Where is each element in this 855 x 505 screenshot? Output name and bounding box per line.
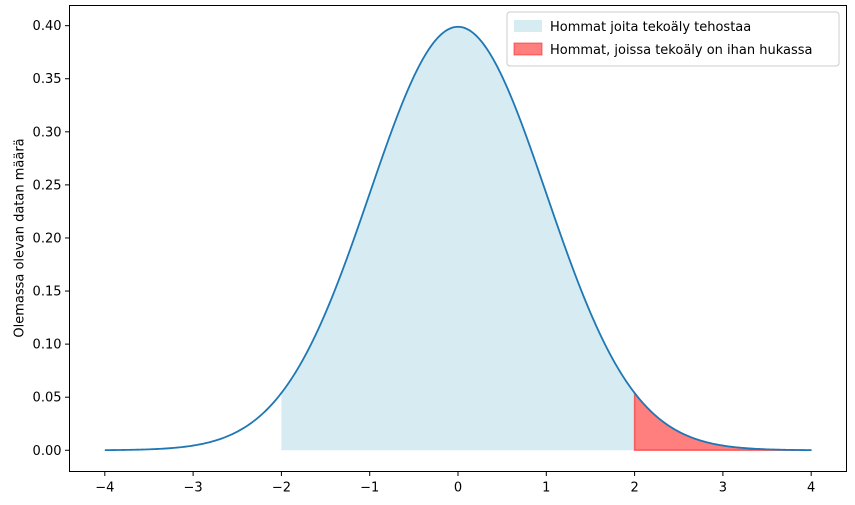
y-tick-label: 0.10 bbox=[33, 338, 62, 353]
y-tick-label: 0.20 bbox=[33, 231, 62, 246]
y-tick-label: 0.40 bbox=[33, 19, 62, 34]
legend: Hommat joita tekoäly tehostaa Hommat, jo… bbox=[506, 11, 840, 67]
legend-swatch-ai-lost bbox=[513, 42, 543, 56]
legend-frame bbox=[506, 11, 840, 67]
legend-swatch-ai-boosted bbox=[514, 20, 542, 32]
x-tick-label: 4 bbox=[807, 481, 815, 496]
x-tick-label: 3 bbox=[719, 481, 727, 496]
y-tick-label: 0.15 bbox=[33, 285, 62, 300]
x-tick-label: −3 bbox=[184, 481, 203, 496]
x-tick-label: −4 bbox=[95, 481, 114, 496]
density-curve bbox=[104, 25, 812, 452]
x-tick-label: −2 bbox=[272, 481, 291, 496]
area-ai-lost bbox=[633, 390, 812, 452]
x-axis: −4 −3 −2 −1 0 1 2 3 4 bbox=[95, 471, 815, 496]
y-axis: 0.00 0.05 0.10 0.15 0.20 0.25 0.30 0.35 0.40 bbox=[33, 19, 70, 459]
x-tick-label: 0 bbox=[454, 481, 462, 496]
x-tick-label: 2 bbox=[630, 481, 638, 496]
y-tick-label: 0.00 bbox=[33, 444, 62, 459]
x-tick-label: 1 bbox=[542, 481, 550, 496]
y-tick-label: 0.30 bbox=[33, 125, 62, 140]
y-tick-label: 0.35 bbox=[33, 72, 62, 87]
y-tick-label: 0.25 bbox=[33, 178, 62, 193]
legend-label-ai-boosted: Hommat joita tekoäly tehostaa bbox=[550, 20, 751, 35]
y-axis-title: Olemassa olevan datan määrä bbox=[13, 138, 28, 337]
area-ai-boosted bbox=[281, 26, 635, 451]
x-tick-label: −1 bbox=[360, 481, 379, 496]
y-tick-label: 0.05 bbox=[33, 391, 62, 406]
legend-label-ai-lost: Hommat, joissa tekoäly on ihan hukassa bbox=[550, 43, 813, 58]
